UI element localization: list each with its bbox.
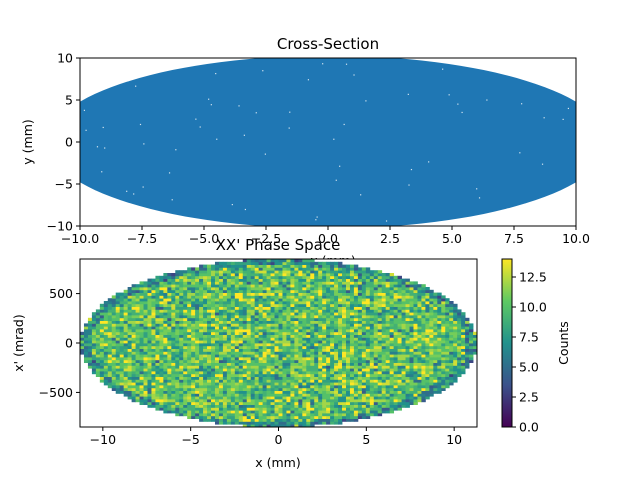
- cross-section-x-tick-label: 5.0: [442, 231, 462, 246]
- cross-section-y-tick-label: −5: [55, 177, 73, 192]
- cross-section-x-tick: −10.0: [61, 226, 99, 246]
- cross-section-y-label: y (mm): [20, 119, 35, 164]
- cross-section-x-tick: 0.0: [318, 226, 338, 246]
- colorbar-tick-label: 10.0: [519, 300, 547, 315]
- cross-section-scatter-points: [80, 58, 576, 226]
- cross-section-x-tick-label: −2.5: [251, 231, 281, 246]
- colorbar: 0.0 2.5 5.0 7.5 10.0 12.5 Counts: [501, 258, 571, 435]
- phase-space-x-tick-label: 0: [275, 432, 283, 447]
- colorbar-tick: 10.0: [512, 300, 547, 315]
- phase-space-y-tick: 0: [65, 336, 80, 351]
- colorbar-tick-label: 5.0: [519, 360, 539, 375]
- colorbar-tick-label: 12.5: [519, 270, 547, 285]
- cross-section-y-tick: 10: [57, 51, 80, 66]
- cross-section-x-tick: −2.5: [251, 226, 281, 246]
- cross-section-y-tick: 5: [65, 93, 80, 108]
- cross-section-y-tick: 0: [65, 135, 80, 150]
- cross-section-x-tick: 10.0: [562, 226, 590, 246]
- phase-space-x-tick-label: 10: [446, 432, 462, 447]
- phase-space-x-tick: 5: [362, 427, 370, 447]
- cross-section-x-tick-label: 10.0: [562, 231, 590, 246]
- phase-space-x-tick-label: −5: [181, 432, 199, 447]
- cross-section-x-tick: 2.5: [380, 226, 400, 246]
- cross-section-y-ticks: −10 −5 0 5 10: [47, 51, 80, 234]
- phase-space-x-label: x (mm): [255, 455, 300, 470]
- cross-section-panel: Cross-Section −10.0 −7.5 −5.0 −2.5 0.0 2.5 5.0…: [20, 35, 590, 268]
- colorbar-tick-label: 2.5: [519, 390, 539, 405]
- colorbar-tick-label: 7.5: [519, 330, 539, 345]
- cross-section-x-tick-label: 0.0: [318, 231, 338, 246]
- phase-space-x-tick-label: −10: [90, 432, 116, 447]
- cross-section-x-tick: −5.0: [189, 226, 219, 246]
- phase-space-y-ticks: −500 0 500: [39, 286, 80, 400]
- phase-space-heatmap: [80, 259, 477, 427]
- cross-section-x-tick: 5.0: [442, 226, 462, 246]
- colorbar-tick-label: 0.0: [519, 420, 539, 435]
- colorbar-tick: 2.5: [512, 390, 539, 405]
- colorbar-ticks: 0.0 2.5 5.0 7.5 10.0 12.5: [512, 270, 547, 435]
- phase-space-y-tick-label: 500: [49, 286, 73, 301]
- cross-section-x-tick: −7.5: [127, 226, 157, 246]
- cross-section-x-tick-label: −7.5: [127, 231, 157, 246]
- phase-space-x-tick-label: 5: [362, 432, 370, 447]
- cross-section-x-tick-label: 2.5: [380, 231, 400, 246]
- cross-section-y-tick: −5: [55, 177, 80, 192]
- colorbar-tick: 12.5: [512, 270, 547, 285]
- cross-section-x-tick-label: −5.0: [189, 231, 219, 246]
- colorbar-tick: 0.0: [512, 420, 539, 435]
- phase-space-y-tick: 500: [49, 286, 80, 301]
- phase-space-x-tick: 10: [446, 427, 462, 447]
- phase-space-panel: −10 −5 0 5 10 −500 0 500 XX' Phase Space x (mm…: [11, 236, 478, 470]
- phase-space-x-ticks: −10 −5 0 5 10: [90, 427, 462, 447]
- phase-space-y-tick-label: 0: [65, 336, 73, 351]
- colorbar-tick: 7.5: [512, 330, 539, 345]
- colorbar-gradient: [501, 258, 513, 428]
- cross-section-x-tick-label: −10.0: [61, 231, 99, 246]
- cross-section-y-tick-label: 0: [65, 135, 73, 150]
- phase-space-y-label: x' (mrad): [11, 314, 26, 371]
- phase-space-y-tick: −500: [39, 385, 80, 400]
- phase-space-title: XX' Phase Space: [216, 236, 341, 254]
- cross-section-y-tick: −10: [47, 219, 80, 234]
- cross-section-x-tick: 7.5: [504, 226, 524, 246]
- cross-section-x-ticks: −10.0 −7.5 −5.0 −2.5 0.0 2.5 5.0 7.5 10.0: [61, 226, 590, 246]
- cross-section-title: Cross-Section: [277, 35, 379, 53]
- phase-space-x-tick: 0: [275, 427, 283, 447]
- colorbar-tick: 5.0: [512, 360, 539, 375]
- phase-space-x-tick: −5: [181, 427, 200, 447]
- phase-space-x-tick: −10: [90, 427, 116, 447]
- cross-section-scatter-speckle: [83, 63, 569, 222]
- cross-section-x-tick-label: 7.5: [504, 231, 524, 246]
- cross-section-y-tick-label: 5: [65, 93, 73, 108]
- phase-space-y-tick-label: −500: [39, 385, 73, 400]
- cross-section-y-tick-label: 10: [57, 51, 73, 66]
- cross-section-y-tick-label: −10: [47, 219, 73, 234]
- colorbar-label: Counts: [556, 321, 571, 365]
